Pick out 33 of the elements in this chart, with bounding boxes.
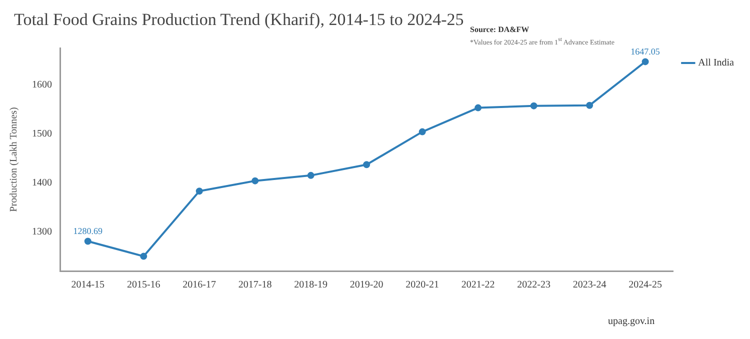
point xyxy=(363,161,370,168)
point xyxy=(474,104,482,112)
point xyxy=(530,102,538,110)
x-tick-label: 2018-19 xyxy=(294,280,328,291)
x-tick-label: 2020-21 xyxy=(406,280,439,291)
point xyxy=(642,58,649,66)
y-tick-label: 1600 xyxy=(32,79,52,90)
x-tick-label: 2014-15 xyxy=(71,280,105,291)
x-tick-label: 2022-23 xyxy=(517,280,550,291)
x-tick-label: 2021-22 xyxy=(461,280,495,291)
point xyxy=(140,252,148,260)
text: upag.gov.in xyxy=(608,316,655,327)
point xyxy=(196,188,203,195)
point xyxy=(418,128,426,136)
x-tick-label: 2023-24 xyxy=(572,280,606,291)
y-tick-label: 1400 xyxy=(32,177,52,188)
point xyxy=(84,238,92,245)
y-tick-label: 1500 xyxy=(32,128,52,140)
source-note: Source: DA&FW xyxy=(470,25,530,34)
point xyxy=(252,177,259,184)
y-tick-label: 1300 xyxy=(32,226,52,238)
x-tick-label: 2017-18 xyxy=(238,280,272,291)
x-tick-label: 2015-16 xyxy=(126,280,160,291)
x-tick-label: 2019-20 xyxy=(350,280,384,291)
x-tick-label: 2024-25 xyxy=(628,280,662,291)
data-label: 1280.69 xyxy=(73,226,103,236)
y-axis-title: Production (Lakh Tonnes) xyxy=(8,107,20,212)
point xyxy=(586,102,594,109)
x-tick-label: 2016-17 xyxy=(182,280,216,291)
legend-label: All India xyxy=(698,58,735,69)
data-label: 1647.05 xyxy=(630,46,660,57)
chart-title: Total Food Grains Production Trend (Kharif), 2014-15 to 2024-25 xyxy=(14,10,464,30)
point xyxy=(307,172,314,179)
